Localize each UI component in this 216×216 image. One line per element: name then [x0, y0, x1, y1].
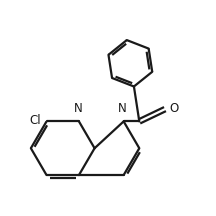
Text: Cl: Cl: [29, 114, 41, 127]
Text: N: N: [118, 102, 127, 115]
Text: O: O: [170, 102, 179, 115]
Text: N: N: [73, 102, 82, 115]
